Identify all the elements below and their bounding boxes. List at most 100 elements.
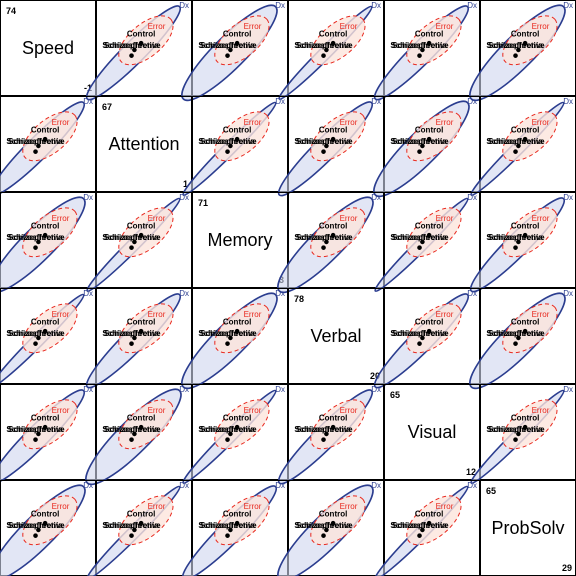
panel-frame — [384, 192, 480, 288]
group-mean-point — [522, 424, 528, 430]
group-mean-point — [234, 328, 240, 334]
error-ellipse — [214, 495, 270, 546]
range-max-label: 65 — [390, 390, 400, 400]
error-label: Error — [52, 214, 70, 223]
group-label: Schizophrenia — [392, 233, 447, 242]
group-mean-point — [321, 533, 326, 538]
group-label: Schizoaffective — [6, 233, 65, 242]
hypothesis-label: Dx — [371, 1, 381, 10]
group-mean-point — [36, 143, 41, 149]
group-label: Schizophrenia — [392, 41, 447, 50]
group-mean-point — [330, 424, 336, 430]
panel-verbal-verbal: Verbal 78 20 — [288, 288, 384, 384]
group-label: Control — [31, 221, 59, 230]
group-label: Schizophrenia — [8, 425, 63, 434]
error-label: Error — [52, 310, 70, 319]
group-mean-point — [324, 431, 329, 437]
group-label: Control — [223, 125, 251, 134]
group-mean-point — [42, 328, 48, 334]
error-ellipse — [214, 111, 270, 162]
group-label: Control — [319, 125, 347, 134]
group-label: Schizoaffective — [486, 41, 545, 50]
error-label: Error — [436, 310, 454, 319]
panel-frame — [192, 384, 288, 480]
hypothesis-label: Dx — [467, 193, 477, 202]
group-label: Schizophrenia — [200, 329, 255, 338]
group-mean-point — [420, 143, 425, 149]
panel-frame — [96, 96, 192, 192]
group-label: Control — [31, 413, 59, 422]
panel-frame — [96, 192, 192, 288]
panel-frame — [192, 0, 288, 96]
group-mean-point — [516, 335, 521, 341]
group-mean-point — [417, 533, 422, 538]
group-mean-point — [324, 143, 329, 149]
panel-frame — [192, 96, 288, 192]
group-label: Schizophrenia — [296, 41, 351, 50]
group-mean-point — [330, 136, 336, 142]
range-max-label: 67 — [102, 102, 112, 112]
error-label: Error — [52, 118, 70, 127]
group-mean-point — [33, 149, 38, 154]
error-label: Error — [148, 310, 166, 319]
error-ellipse — [310, 495, 366, 546]
error-ellipse — [406, 15, 462, 66]
variable-label: Verbal — [310, 326, 361, 346]
error-label: Error — [436, 22, 454, 31]
hypothesis-label: Dx — [275, 289, 285, 298]
group-label: Schizophrenia — [296, 233, 351, 242]
group-mean-point — [516, 431, 521, 437]
panel-frame — [192, 288, 288, 384]
group-mean-point — [321, 149, 326, 154]
group-mean-point — [129, 53, 134, 58]
group-mean-point — [417, 149, 422, 154]
hypothesis-label: Dx — [179, 289, 189, 298]
group-label: Control — [415, 317, 443, 326]
hypothesis-label: Dx — [371, 97, 381, 106]
error-label: Error — [532, 406, 550, 415]
variable-label: Speed — [22, 38, 74, 58]
group-label: Control — [511, 29, 539, 38]
error-ellipse — [22, 303, 78, 354]
group-label: Control — [223, 413, 251, 422]
error-ellipse — [310, 207, 366, 258]
group-label: Schizophrenia — [488, 233, 543, 242]
group-label: Control — [511, 413, 539, 422]
group-label: Schizoaffective — [198, 521, 257, 530]
range-min-label: -1 — [84, 83, 92, 93]
error-ellipse — [118, 495, 174, 546]
error-label: Error — [532, 310, 550, 319]
error-label: Error — [340, 214, 358, 223]
error-ellipse — [214, 15, 270, 66]
hypothesis-label: Dx — [563, 289, 573, 298]
group-mean-point — [228, 527, 233, 533]
error-ellipse — [22, 207, 78, 258]
error-label: Error — [436, 502, 454, 511]
hypothesis-label: Dx — [467, 481, 477, 490]
hypothesis-label: Dx — [275, 97, 285, 106]
group-label: Control — [127, 221, 155, 230]
hypothesis-label: Dx — [179, 1, 189, 10]
group-label: Schizophrenia — [104, 329, 159, 338]
error-label: Error — [148, 502, 166, 511]
range-min-label: 1 — [183, 179, 188, 189]
group-label: Schizoaffective — [6, 521, 65, 530]
group-label: Schizoaffective — [198, 41, 257, 50]
error-label: Error — [340, 118, 358, 127]
group-label: Control — [223, 317, 251, 326]
group-label: Schizophrenia — [488, 41, 543, 50]
group-label: Control — [31, 125, 59, 134]
range-max-label: 65 — [486, 486, 496, 496]
hypothesis-label: Dx — [563, 193, 573, 202]
error-ellipse — [502, 207, 558, 258]
hypothesis-label: Dx — [83, 289, 93, 298]
hypothesis-label: Dx — [83, 193, 93, 202]
error-label: Error — [244, 310, 262, 319]
error-label: Error — [52, 406, 70, 415]
group-mean-point — [234, 136, 240, 142]
